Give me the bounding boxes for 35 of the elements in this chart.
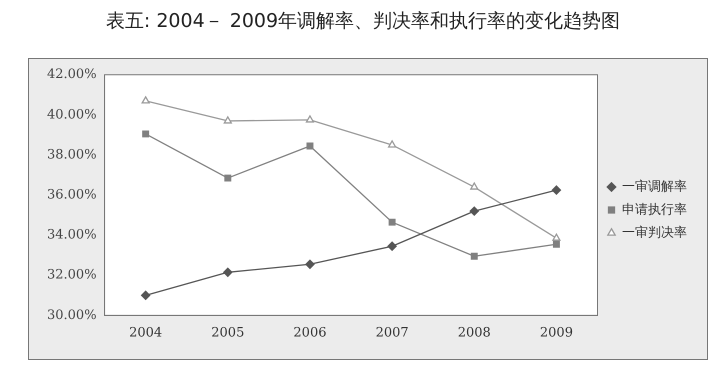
point [140, 290, 150, 300]
chart-title: 表五: 2004－ 2009年调解率、判决率和执行率的变化趋势图 [104, 9, 622, 34]
legend-label: 申请执行率 [622, 201, 687, 218]
point [305, 260, 315, 269]
point [552, 185, 562, 195]
y-tick-label: 38.00% [46, 147, 97, 162]
legend-label: 一审判决率 [622, 224, 687, 240]
y-tick-label: 42.00% [46, 67, 97, 82]
point [306, 142, 314, 150]
x-tick-label: 2004 [129, 326, 162, 341]
point [223, 268, 232, 277]
point [387, 242, 397, 251]
point [306, 115, 314, 123]
point [388, 218, 396, 226]
y-tick-label: 36.00% [46, 187, 97, 202]
x-tick-label: 2005 [211, 326, 244, 341]
legend-label: 一审调解率 [622, 178, 687, 194]
x-tick-label: 2007 [376, 326, 409, 341]
y-tick-label: 34.00% [46, 228, 97, 243]
point [470, 252, 478, 260]
point [142, 96, 150, 104]
point [552, 234, 561, 241]
y-tick-label: 40.00% [46, 107, 97, 122]
point [224, 174, 232, 182]
y-tick-label: 30.00% [46, 308, 97, 323]
x-tick-label: 2008 [458, 326, 491, 341]
x-tick-label: 2009 [540, 326, 573, 341]
point [552, 240, 560, 248]
y-tick-label: 32.00% [46, 268, 97, 283]
point [224, 116, 232, 124]
point [142, 130, 150, 138]
point [388, 140, 396, 148]
point [470, 182, 478, 190]
x-tick-label: 2006 [293, 326, 327, 341]
point [470, 206, 479, 216]
